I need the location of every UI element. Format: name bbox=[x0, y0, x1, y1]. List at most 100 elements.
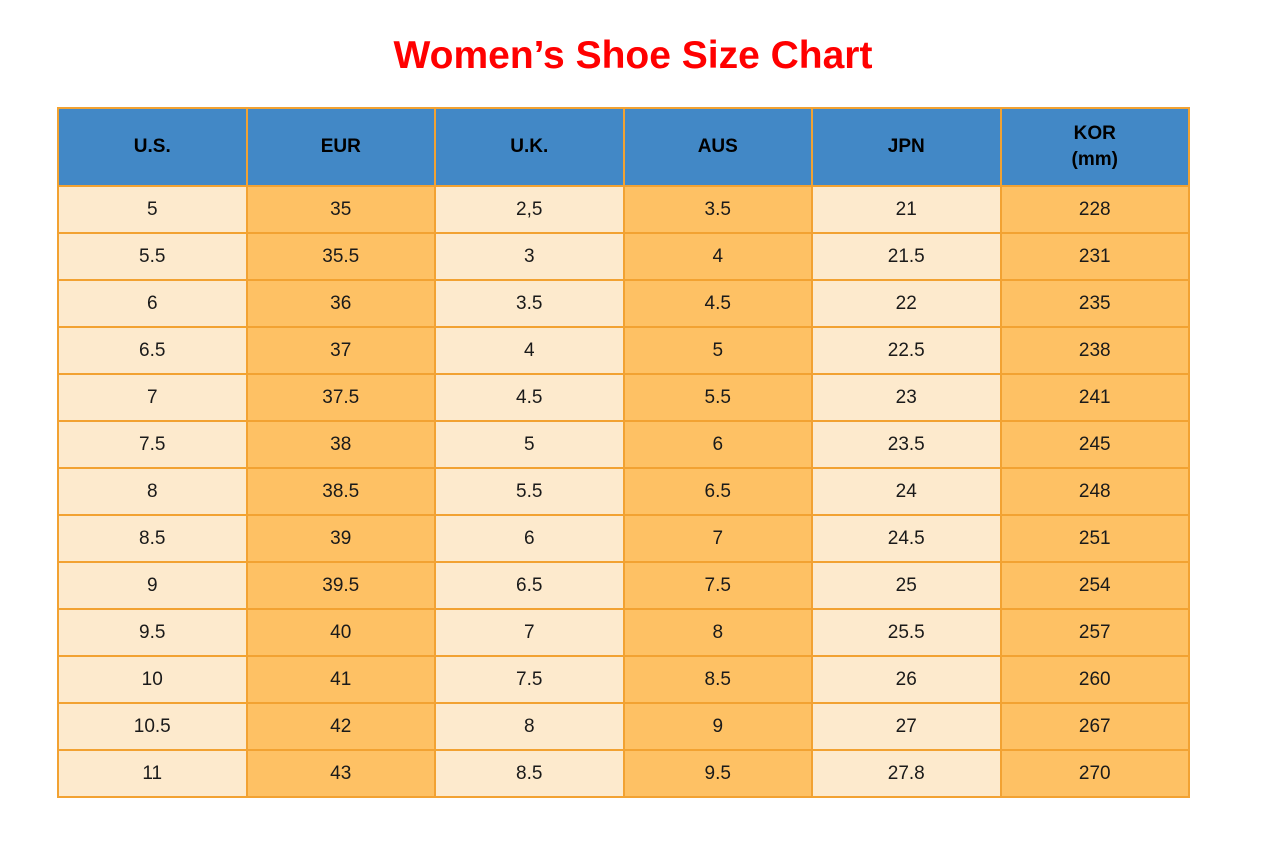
table-cell: 8.5 bbox=[622, 655, 813, 704]
table-cell: 25.5 bbox=[811, 608, 1002, 657]
table-cell: 3.5 bbox=[434, 279, 625, 328]
table-cell: 27.8 bbox=[811, 749, 1002, 798]
table-cell: 6.5 bbox=[622, 467, 813, 516]
table-cell: 7 bbox=[57, 373, 248, 422]
table-cell: 254 bbox=[999, 561, 1190, 610]
table-row: 11 43 8.5 9.5 27.8 270 bbox=[57, 749, 1190, 798]
table-cell: 5.5 bbox=[57, 232, 248, 281]
table-cell: 42 bbox=[245, 702, 436, 751]
table-cell: 8.5 bbox=[434, 749, 625, 798]
table-cell: 257 bbox=[999, 608, 1190, 657]
table-cell: 6.5 bbox=[57, 326, 248, 375]
column-header-label: KOR bbox=[1073, 123, 1116, 145]
table-cell: 24 bbox=[811, 467, 1002, 516]
table-cell: 7 bbox=[434, 608, 625, 657]
page-title: Women’s Shoe Size Chart bbox=[393, 34, 873, 77]
table-cell: 7.5 bbox=[622, 561, 813, 610]
table-cell: 9.5 bbox=[57, 608, 248, 657]
table-cell: 5.5 bbox=[434, 467, 625, 516]
table-cell: 10 bbox=[57, 655, 248, 704]
table-cell: 27 bbox=[811, 702, 1002, 751]
table-cell: 251 bbox=[999, 514, 1190, 563]
table-cell: 39 bbox=[245, 514, 436, 563]
table-cell: 4.5 bbox=[434, 373, 625, 422]
table-cell: 4 bbox=[622, 232, 813, 281]
table-cell: 2,5 bbox=[434, 185, 625, 234]
table-cell: 23 bbox=[811, 373, 1002, 422]
column-header-us: U.S. bbox=[57, 107, 248, 187]
table-cell: 6 bbox=[57, 279, 248, 328]
table-cell: 5 bbox=[622, 326, 813, 375]
column-header-eur: EUR bbox=[245, 107, 436, 187]
table-row: 6.5 37 4 5 22.5 238 bbox=[57, 326, 1190, 375]
table-cell: 6.5 bbox=[434, 561, 625, 610]
table-cell: 24.5 bbox=[811, 514, 1002, 563]
table-row: 9.5 40 7 8 25.5 257 bbox=[57, 608, 1190, 657]
table-cell: 238 bbox=[999, 326, 1190, 375]
table-cell: 7.5 bbox=[434, 655, 625, 704]
column-header-label: U.K. bbox=[510, 136, 549, 158]
table-cell: 5 bbox=[57, 185, 248, 234]
table-cell: 37 bbox=[245, 326, 436, 375]
table-cell: 37.5 bbox=[245, 373, 436, 422]
column-header-aus: AUS bbox=[622, 107, 813, 187]
column-header-label: EUR bbox=[320, 136, 361, 158]
table-cell: 35 bbox=[245, 185, 436, 234]
column-header-jpn: JPN bbox=[811, 107, 1002, 187]
table-cell: 22 bbox=[811, 279, 1002, 328]
table-row: 5.5 35.5 3 4 21.5 231 bbox=[57, 232, 1190, 281]
table-cell: 4 bbox=[434, 326, 625, 375]
column-header-label: U.S. bbox=[133, 136, 171, 158]
table-cell: 36 bbox=[245, 279, 436, 328]
header-row: U.S. EUR U.K. AUS JPN bbox=[57, 107, 1190, 187]
column-header-label: AUS bbox=[697, 136, 738, 158]
table-row: 10.5 42 8 9 27 267 bbox=[57, 702, 1190, 751]
table-row: 8.5 39 6 7 24.5 251 bbox=[57, 514, 1190, 563]
table-cell: 3 bbox=[434, 232, 625, 281]
table-cell: 25 bbox=[811, 561, 1002, 610]
table-cell: 43 bbox=[245, 749, 436, 798]
table-body: 5 35 2,5 3.5 21 228 5.5 35.5 3 4 21.5 231 6 36 3.5 4.5 2… bbox=[57, 185, 1190, 798]
table-cell: 9.5 bbox=[622, 749, 813, 798]
table-cell: 11 bbox=[57, 749, 248, 798]
table-cell: 241 bbox=[999, 373, 1190, 422]
column-header-uk: U.K. bbox=[434, 107, 625, 187]
table-cell: 8.5 bbox=[57, 514, 248, 563]
table-cell: 21 bbox=[811, 185, 1002, 234]
table-row: 10 41 7.5 8.5 26 260 bbox=[57, 655, 1190, 704]
table-row: 7 37.5 4.5 5.5 23 241 bbox=[57, 373, 1190, 422]
table-cell: 8 bbox=[57, 467, 248, 516]
table-cell: 9 bbox=[622, 702, 813, 751]
table-cell: 35.5 bbox=[245, 232, 436, 281]
column-header-label: JPN bbox=[887, 136, 925, 158]
table-cell: 40 bbox=[245, 608, 436, 657]
table-row: 6 36 3.5 4.5 22 235 bbox=[57, 279, 1190, 328]
table-cell: 8 bbox=[622, 608, 813, 657]
table-cell: 270 bbox=[999, 749, 1190, 798]
size-table: U.S. EUR U.K. AUS JPN bbox=[57, 107, 1190, 798]
table-row: 8 38.5 5.5 6.5 24 248 bbox=[57, 467, 1190, 516]
column-header-kor: KOR (mm) bbox=[999, 107, 1190, 187]
table-cell: 38 bbox=[245, 420, 436, 469]
table-cell: 5 bbox=[434, 420, 625, 469]
table-cell: 235 bbox=[999, 279, 1190, 328]
column-header-sublabel: (mm) bbox=[1071, 149, 1118, 170]
table-cell: 10.5 bbox=[57, 702, 248, 751]
table-cell: 6 bbox=[622, 420, 813, 469]
table-cell: 5.5 bbox=[622, 373, 813, 422]
table-cell: 23.5 bbox=[811, 420, 1002, 469]
table-row: 5 35 2,5 3.5 21 228 bbox=[57, 185, 1190, 234]
table-cell: 4.5 bbox=[622, 279, 813, 328]
table-cell: 245 bbox=[999, 420, 1190, 469]
table-cell: 21.5 bbox=[811, 232, 1002, 281]
table-cell: 8 bbox=[434, 702, 625, 751]
table-row: 7.5 38 5 6 23.5 245 bbox=[57, 420, 1190, 469]
table-cell: 231 bbox=[999, 232, 1190, 281]
table-cell: 26 bbox=[811, 655, 1002, 704]
table-row: 9 39.5 6.5 7.5 25 254 bbox=[57, 561, 1190, 610]
table-cell: 248 bbox=[999, 467, 1190, 516]
table-header: U.S. EUR U.K. AUS JPN bbox=[57, 107, 1190, 187]
table-cell: 267 bbox=[999, 702, 1190, 751]
table-cell: 7.5 bbox=[57, 420, 248, 469]
